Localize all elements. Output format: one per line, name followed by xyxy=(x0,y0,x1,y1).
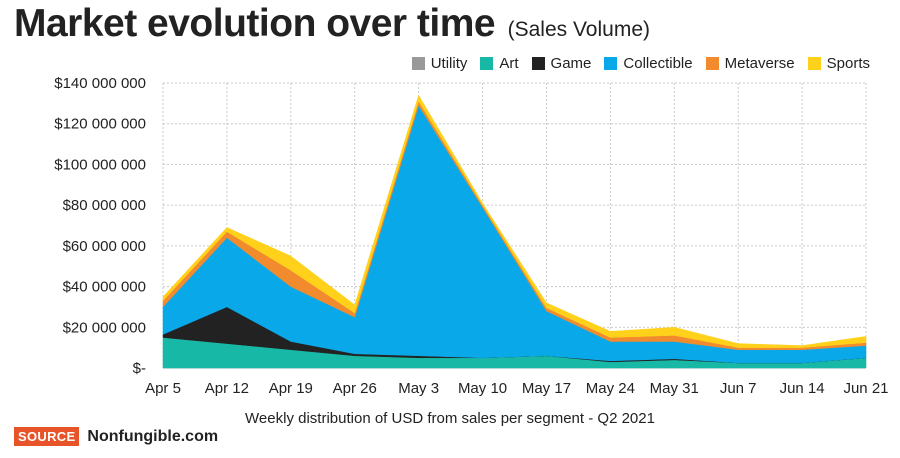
y-tick-label: $20 000 000 xyxy=(63,319,146,336)
x-tick-label: Jun 21 xyxy=(843,380,888,397)
legend-item-art: Art xyxy=(480,55,519,72)
x-tick-label: Jun 7 xyxy=(720,380,757,397)
y-tick-label: $- xyxy=(133,360,146,377)
chart-subtitle: (Sales Volume) xyxy=(507,18,650,41)
legend-label: Art xyxy=(499,55,519,72)
x-tick-label: Apr 12 xyxy=(205,380,249,397)
legend-label: Metaverse xyxy=(724,55,795,72)
legend: Utility Art Game Collectible Metaverse Sports xyxy=(411,55,870,72)
source-tag: SOURCE xyxy=(14,427,80,446)
x-tick-label: Apr 19 xyxy=(269,380,313,397)
y-tick-label: $40 000 000 xyxy=(63,279,146,296)
legend-item-metaverse: Metaverse xyxy=(705,55,795,72)
legend-item-collectible: Collectible xyxy=(604,55,693,72)
y-tick-label: $140 000 000 xyxy=(54,75,146,92)
legend-label: Collectible xyxy=(623,55,693,72)
y-tick-label: $80 000 000 xyxy=(63,197,146,214)
source-line: SOURCE Nonfungible.com xyxy=(14,427,218,446)
legend-swatch xyxy=(411,57,425,70)
legend-swatch xyxy=(705,57,719,70)
x-tick-label: Apr 26 xyxy=(333,380,377,397)
area-series-collectible xyxy=(162,104,867,364)
title-row: Market evolution over time (Sales Volume… xyxy=(14,2,650,46)
area-series-sports xyxy=(162,94,867,348)
y-tick-label: $120 000 000 xyxy=(54,116,146,133)
x-tick-label: May 17 xyxy=(522,380,571,397)
y-tick-label: $100 000 000 xyxy=(54,156,146,173)
chart-title: Market evolution over time xyxy=(14,2,496,45)
legend-label: Utility xyxy=(430,55,468,72)
x-axis-caption: Weekly distribution of USD from sales pe… xyxy=(245,410,655,427)
legend-label: Game xyxy=(550,55,592,72)
legend-swatch xyxy=(807,57,821,70)
x-tick-label: May 31 xyxy=(650,380,699,397)
x-tick-label: May 24 xyxy=(586,380,635,397)
legend-swatch xyxy=(531,57,545,70)
x-tick-label: May 3 xyxy=(398,380,439,397)
legend-item-game: Game xyxy=(531,55,592,72)
y-tick-label: $60 000 000 xyxy=(63,238,146,255)
legend-label: Sports xyxy=(826,55,870,72)
x-tick-label: Apr 5 xyxy=(145,380,181,397)
legend-item-sports: Sports xyxy=(807,55,870,72)
legend-swatch xyxy=(480,57,494,70)
x-tick-label: Jun 14 xyxy=(780,380,825,397)
legend-item-utility: Utility xyxy=(411,55,468,72)
source-name: Nonfungible.com xyxy=(87,427,219,445)
x-tick-label: May 10 xyxy=(458,380,507,397)
legend-swatch xyxy=(604,57,618,70)
